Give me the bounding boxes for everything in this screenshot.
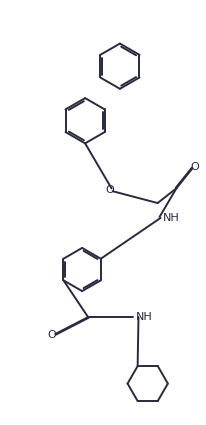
Text: O: O [105, 185, 114, 195]
Text: NH: NH [162, 213, 179, 223]
Text: O: O [190, 162, 198, 172]
Text: NH: NH [136, 312, 152, 322]
Text: O: O [47, 330, 56, 340]
